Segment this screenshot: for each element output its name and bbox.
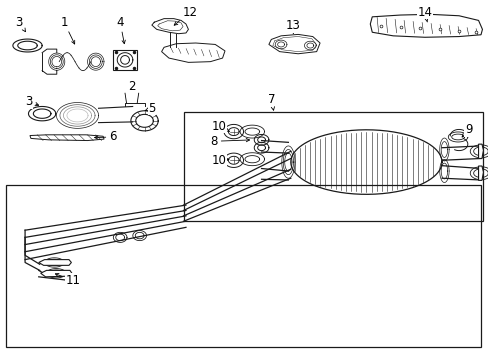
Text: 13: 13 <box>285 19 300 33</box>
Text: 11: 11 <box>55 274 80 287</box>
Polygon shape <box>161 43 224 62</box>
Polygon shape <box>268 35 320 54</box>
Text: 7: 7 <box>267 93 275 110</box>
Text: 5: 5 <box>144 102 155 115</box>
Polygon shape <box>478 166 483 180</box>
Text: 2: 2 <box>128 80 136 93</box>
Polygon shape <box>41 270 72 277</box>
Text: 10: 10 <box>211 154 228 167</box>
Bar <box>5 185 480 347</box>
Text: 3: 3 <box>25 95 39 108</box>
Polygon shape <box>30 135 104 140</box>
Text: 4: 4 <box>116 16 125 44</box>
Text: 9: 9 <box>461 123 471 137</box>
Bar <box>183 112 483 221</box>
Polygon shape <box>369 14 482 37</box>
Text: 10: 10 <box>211 120 229 133</box>
Text: 3: 3 <box>16 16 25 32</box>
Text: 1: 1 <box>60 16 75 44</box>
Text: 12: 12 <box>174 6 197 25</box>
Text: 14: 14 <box>417 6 431 22</box>
Polygon shape <box>478 144 483 158</box>
Text: 6: 6 <box>94 130 116 144</box>
Bar <box>113 50 137 70</box>
Polygon shape <box>39 260 71 265</box>
Text: 8: 8 <box>210 135 249 148</box>
